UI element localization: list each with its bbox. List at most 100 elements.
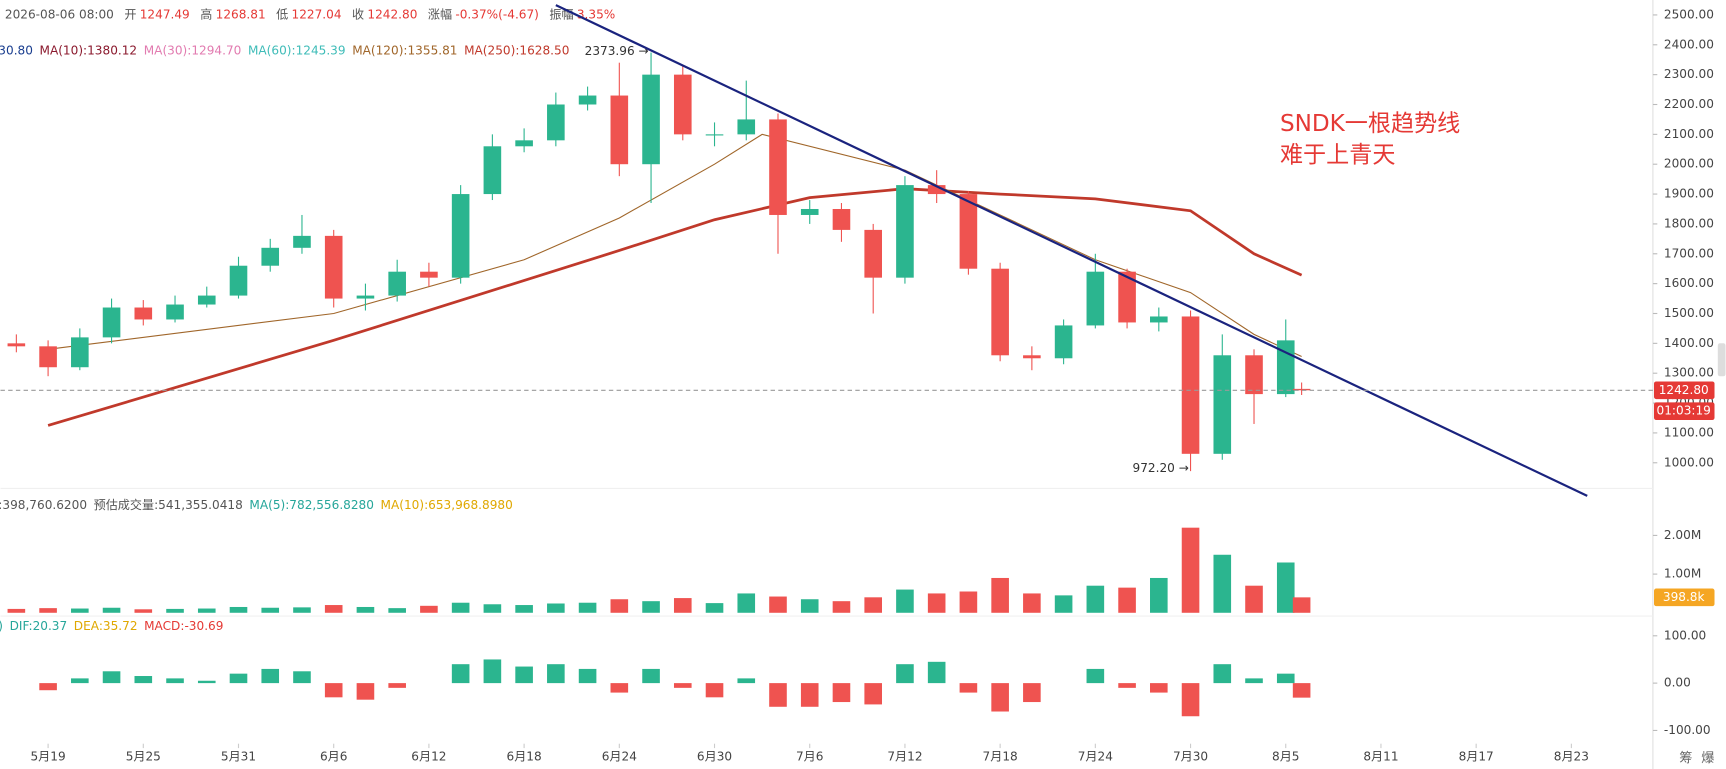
y-tick-label: 1900.00 xyxy=(1664,187,1714,201)
candle-body xyxy=(610,95,629,165)
macd-bar xyxy=(388,683,406,688)
x-tick-label: 8月17 xyxy=(1459,749,1494,763)
y-tick-label: 1800.00 xyxy=(1664,216,1714,230)
note-line: SNDK一根趋势线 xyxy=(1280,111,1460,137)
icon[interactable]: 爆 xyxy=(1701,750,1714,766)
volume-bar xyxy=(356,606,375,613)
candle-body xyxy=(1292,388,1311,391)
macd-bar xyxy=(642,668,660,684)
legend-item: ) xyxy=(0,618,3,632)
legend-item: MA(60):1245.39 xyxy=(248,43,346,57)
macd-bar xyxy=(483,659,502,684)
candle-body xyxy=(261,247,280,266)
legend-item: 30.80 xyxy=(0,43,33,57)
volume-tag-label: 398.8k xyxy=(1663,590,1705,604)
macd-bar xyxy=(959,683,978,693)
x-tick-label: 5月31 xyxy=(221,749,256,763)
candle-body xyxy=(673,74,692,135)
volume-bar xyxy=(293,607,311,613)
macd-bar xyxy=(356,683,375,700)
volume-bar xyxy=(1118,587,1136,613)
macd-bar xyxy=(1118,683,1136,688)
y-tick-label: 1.00M xyxy=(1664,567,1701,581)
volume-bar xyxy=(864,597,882,613)
candle-body xyxy=(800,208,819,215)
candle-body xyxy=(483,146,502,195)
candle-body xyxy=(515,140,533,147)
candle-body xyxy=(1086,271,1105,326)
macd-bar xyxy=(102,671,121,684)
y-tick-label: 1000.00 xyxy=(1664,455,1714,469)
candle-body xyxy=(451,194,470,278)
volume-bar xyxy=(769,596,787,613)
candle-body xyxy=(102,307,121,338)
field-label: 开 xyxy=(124,7,136,21)
macd-bar xyxy=(197,680,216,684)
macd-bar xyxy=(1245,678,1263,684)
candle-body xyxy=(388,271,406,296)
candle-body xyxy=(991,268,1009,356)
candle-body xyxy=(229,265,248,296)
legend-item: MA(10):1380.12 xyxy=(40,43,138,57)
x-tick-label: 7月12 xyxy=(887,749,922,763)
candle-body xyxy=(642,74,660,165)
candle-body xyxy=(578,95,597,105)
x-tick-label: 8月11 xyxy=(1363,749,1398,763)
x-tick-label: 5月25 xyxy=(126,749,161,763)
y-tick-label: 2500.00 xyxy=(1664,7,1714,21)
volume-bar xyxy=(197,608,216,613)
macd-bar xyxy=(610,683,629,693)
x-tick-label: 7月24 xyxy=(1078,749,1113,763)
candle-body xyxy=(1213,355,1232,454)
x-tick-label: 6月6 xyxy=(320,749,347,763)
macd-bar xyxy=(927,661,946,684)
volume-legend: :398,760.6200 预估成交量:541,355.0418 MA(5):782… xyxy=(0,496,513,511)
macd-bar xyxy=(1292,683,1311,698)
x-tick-label: 6月12 xyxy=(411,749,446,763)
legend-item: 预估成交量:541,355.0418 xyxy=(94,496,243,511)
note-line: 难于上青天 xyxy=(1280,143,1395,169)
candle-body xyxy=(134,307,153,320)
y-tick-label: 2000.00 xyxy=(1664,157,1714,171)
volume-tag xyxy=(1654,588,1715,607)
y-tick-label: 1600.00 xyxy=(1664,276,1714,290)
trend-line xyxy=(555,4,1588,497)
icon[interactable]: 筹 xyxy=(1679,749,1692,766)
x-tick-label: 7月6 xyxy=(796,749,823,763)
macd-bar xyxy=(737,678,756,684)
y-tick-label: 0.00 xyxy=(1664,676,1691,690)
volume-bar xyxy=(547,603,565,613)
x-tick-label: 6月30 xyxy=(697,749,732,763)
candle-body xyxy=(293,235,311,248)
y-tick-label: 1400.00 xyxy=(1664,336,1714,350)
legend-item: DEA:35.72 xyxy=(74,618,138,632)
macd-bar xyxy=(1086,668,1105,684)
x-tick-label: 7月18 xyxy=(983,749,1018,763)
candle-body xyxy=(1181,316,1200,454)
legend-item: MA(5):782,556.8280 xyxy=(249,497,374,511)
volume-bar xyxy=(959,591,978,613)
volume-bar xyxy=(1292,597,1311,613)
y-tick-label: 1100.00 xyxy=(1664,425,1714,439)
ma-legend: 30.80 MA(10):1380.12 MA(30):1294.70 MA(60):… xyxy=(0,43,569,57)
volume-bar xyxy=(1054,595,1073,613)
volume-bar xyxy=(1213,554,1232,613)
volume-bar xyxy=(71,608,89,613)
macd-bar xyxy=(673,683,692,688)
volume-bar xyxy=(927,593,946,613)
macd-bar xyxy=(705,683,724,698)
last-price-label: 1242.80 xyxy=(1659,383,1709,397)
macd-bar xyxy=(1181,683,1200,717)
macd-bar xyxy=(1276,673,1295,684)
macd-bar xyxy=(991,683,1009,712)
candle-body xyxy=(705,134,724,136)
moving-average xyxy=(48,133,1302,358)
x-tick-label: 5月19 xyxy=(30,749,65,763)
scroll-handle[interactable] xyxy=(1717,343,1726,377)
macd-bar xyxy=(1023,683,1041,703)
candle-body xyxy=(896,185,914,278)
macd-bar xyxy=(864,683,882,705)
macd-bar xyxy=(547,664,565,684)
macd-bar xyxy=(578,668,597,684)
macd-bar xyxy=(451,664,470,684)
